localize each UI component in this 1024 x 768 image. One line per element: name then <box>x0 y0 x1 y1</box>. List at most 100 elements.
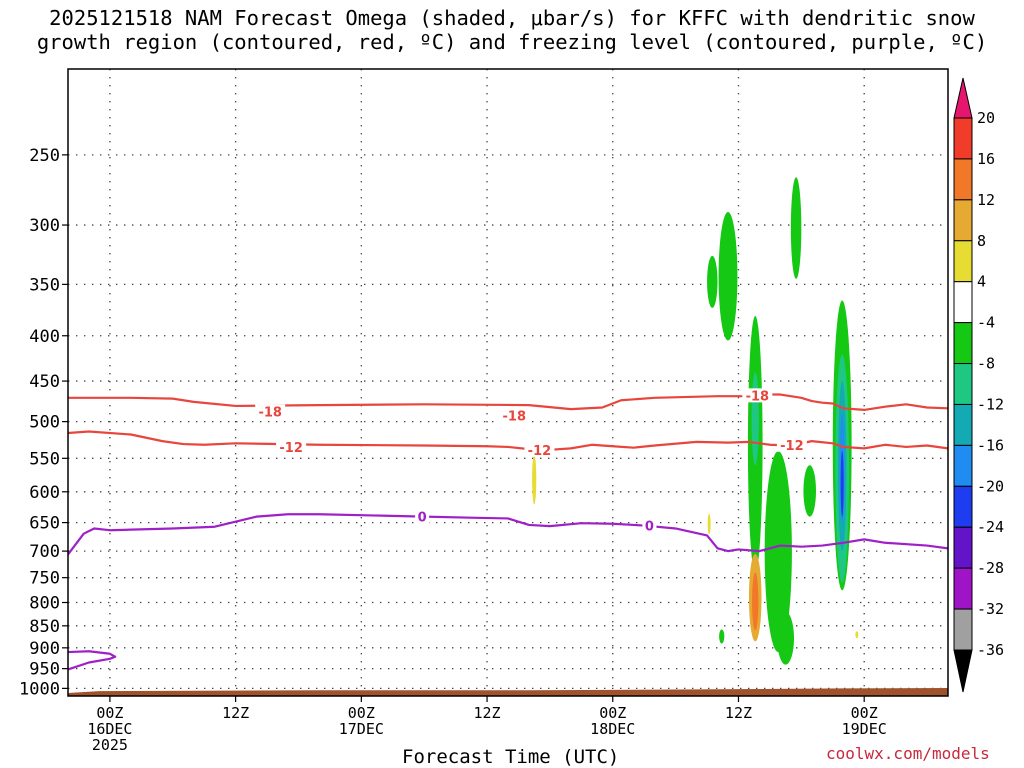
y-tick-label-850: 850 <box>29 617 60 637</box>
x-tick-label-0-2: 2025 <box>92 736 128 754</box>
y-tick-label-900: 900 <box>29 639 60 659</box>
colorbar-band-12 <box>953 608 973 651</box>
colorbar-label-5: -4 <box>977 314 995 332</box>
colorbar-band-7 <box>953 403 973 446</box>
contour-label-2-1: 0 <box>645 520 654 535</box>
colorbar-band-6 <box>953 363 973 405</box>
colorbar-label-7: -12 <box>977 395 1004 413</box>
plot-inner: -18 -18 -18 -12 -12 -12 0 0 <box>68 69 948 696</box>
colorbar-top-arrow <box>953 77 973 119</box>
contour-label-1-0: -12 <box>279 441 303 456</box>
y-tick-label-400: 400 <box>29 327 60 347</box>
colorbar-band-9 <box>953 485 973 528</box>
y-tick-label-600: 600 <box>29 483 60 503</box>
x-tick-label-72-1: 19DEC <box>842 720 887 738</box>
colorbar-label-6: -8 <box>977 355 995 373</box>
y-tick-label-300: 300 <box>29 216 60 236</box>
x-tick-label-24-0: 00Z <box>348 704 375 722</box>
axes: 2503003504004505005506006507007508008509… <box>19 68 949 754</box>
omega-feature-16 <box>707 513 711 535</box>
x-tick-label-48-0: 00Z <box>599 704 626 722</box>
omega-feature-1 <box>718 211 738 341</box>
contour-label-bg-2-1 <box>642 518 657 533</box>
colorbar-band-3 <box>953 240 973 283</box>
x-tick-label-36-0: 12Z <box>474 704 501 722</box>
x-axis-label: Forecast Time (UTC) <box>402 746 620 768</box>
contour-line-1 <box>68 430 948 451</box>
omega-feature-2 <box>790 177 802 279</box>
colorbar: 20 16 12 8 4 -4 -8 -12 -16 -20 -24 -28 -32 -36 <box>953 77 1004 693</box>
omega-feature-7 <box>803 465 816 517</box>
contour-label-0-0: -18 <box>258 405 282 420</box>
terrain-fill <box>68 687 948 696</box>
y-tick-label-550: 550 <box>29 449 60 469</box>
contour-label-0-1: -18 <box>503 409 527 424</box>
colorbar-label-1: 16 <box>977 150 995 168</box>
plot-area: -18 -18 -18 -12 -12 -12 0 0 <box>68 69 948 696</box>
omega-feature-17 <box>855 631 859 639</box>
y-tick-label-750: 750 <box>29 569 60 589</box>
colorbar-label-10: -24 <box>977 518 1004 536</box>
colorbar-label-13: -36 <box>977 641 1004 659</box>
colorbar-band-8 <box>953 444 973 487</box>
omega-feature-4 <box>751 372 759 466</box>
colorbar-band-4 <box>953 281 973 324</box>
contour-label-bg-0-2 <box>742 388 773 403</box>
chart-title: 2025121518 NAM Forecast Omega (shaded, μ… <box>0 6 1024 54</box>
omega-feature-6 <box>777 612 794 665</box>
x-tick-label-24-1: 17DEC <box>339 720 384 738</box>
y-tick-label-1000: 1000 <box>19 679 60 699</box>
contour-label-bg-1-2 <box>776 437 807 452</box>
colorbar-band-11 <box>953 567 973 610</box>
contour-label-1-1: -12 <box>528 444 552 459</box>
y-tick-label-500: 500 <box>29 413 60 433</box>
y-tick-label-800: 800 <box>29 594 60 614</box>
chart-title-line1: 2025121518 NAM Forecast Omega (shaded, μ… <box>49 6 975 30</box>
colorbar-band-1 <box>953 158 973 201</box>
omega-feature-12 <box>840 451 844 517</box>
contour-line-3 <box>68 650 117 671</box>
contour-label-bg-1-0 <box>276 439 307 454</box>
x-tick-label-60-0: 12Z <box>725 704 752 722</box>
colorbar-label-8: -16 <box>977 436 1004 454</box>
y-tick-label-650: 650 <box>29 514 60 534</box>
colorbar-label-2: 12 <box>977 191 995 209</box>
contour-label-1-2: -12 <box>780 439 804 454</box>
x-tick-label-72-0: 00Z <box>851 704 878 722</box>
colorbar-band-2 <box>953 199 973 242</box>
y-tick-label-350: 350 <box>29 275 60 295</box>
omega-feature-18 <box>719 629 725 644</box>
x-tick-label-0-0: 00Z <box>96 704 123 722</box>
omega-feature-0 <box>707 255 718 308</box>
y-tick-label-700: 700 <box>29 542 60 562</box>
colorbar-label-9: -20 <box>977 477 1004 495</box>
contour-line-2 <box>68 513 948 556</box>
colorbar-band-10 <box>953 526 973 569</box>
omega-feature-14 <box>752 572 759 631</box>
y-tick-label-950: 950 <box>29 660 60 680</box>
colorbar-label-0: 20 <box>977 109 995 127</box>
contour-label-bg-0-1 <box>499 408 530 423</box>
x-tick-label-12-0: 12Z <box>222 704 249 722</box>
chart-title-line2: growth region (contoured, red, ºC) and f… <box>36 30 988 54</box>
x-tick-label-0-1: 16DEC <box>87 720 132 738</box>
colorbar-label-12: -32 <box>977 600 1004 618</box>
plot-frame <box>67 68 949 697</box>
credit-link[interactable]: coolwx.com/models <box>826 744 990 763</box>
y-tick-label-250: 250 <box>29 146 60 166</box>
contour-label-bg-0-0 <box>255 404 286 419</box>
colorbar-label-3: 8 <box>977 232 986 250</box>
x-tick-label-48-1: 18DEC <box>590 720 635 738</box>
contour-label-bg-1-1 <box>524 442 555 457</box>
y-tick-label-450: 450 <box>29 372 60 392</box>
contour-label-2-0: 0 <box>418 511 427 526</box>
colorbar-band-0 <box>953 117 973 160</box>
contour-line-0 <box>68 393 948 412</box>
colorbar-label-4: 4 <box>977 273 986 291</box>
contour-label-bg-2-0 <box>415 509 430 524</box>
omega-feature-15 <box>532 454 537 505</box>
omega-feature-5 <box>764 451 792 653</box>
colorbar-bottom-arrow <box>953 649 973 693</box>
colorbar-band-5 <box>953 322 973 365</box>
